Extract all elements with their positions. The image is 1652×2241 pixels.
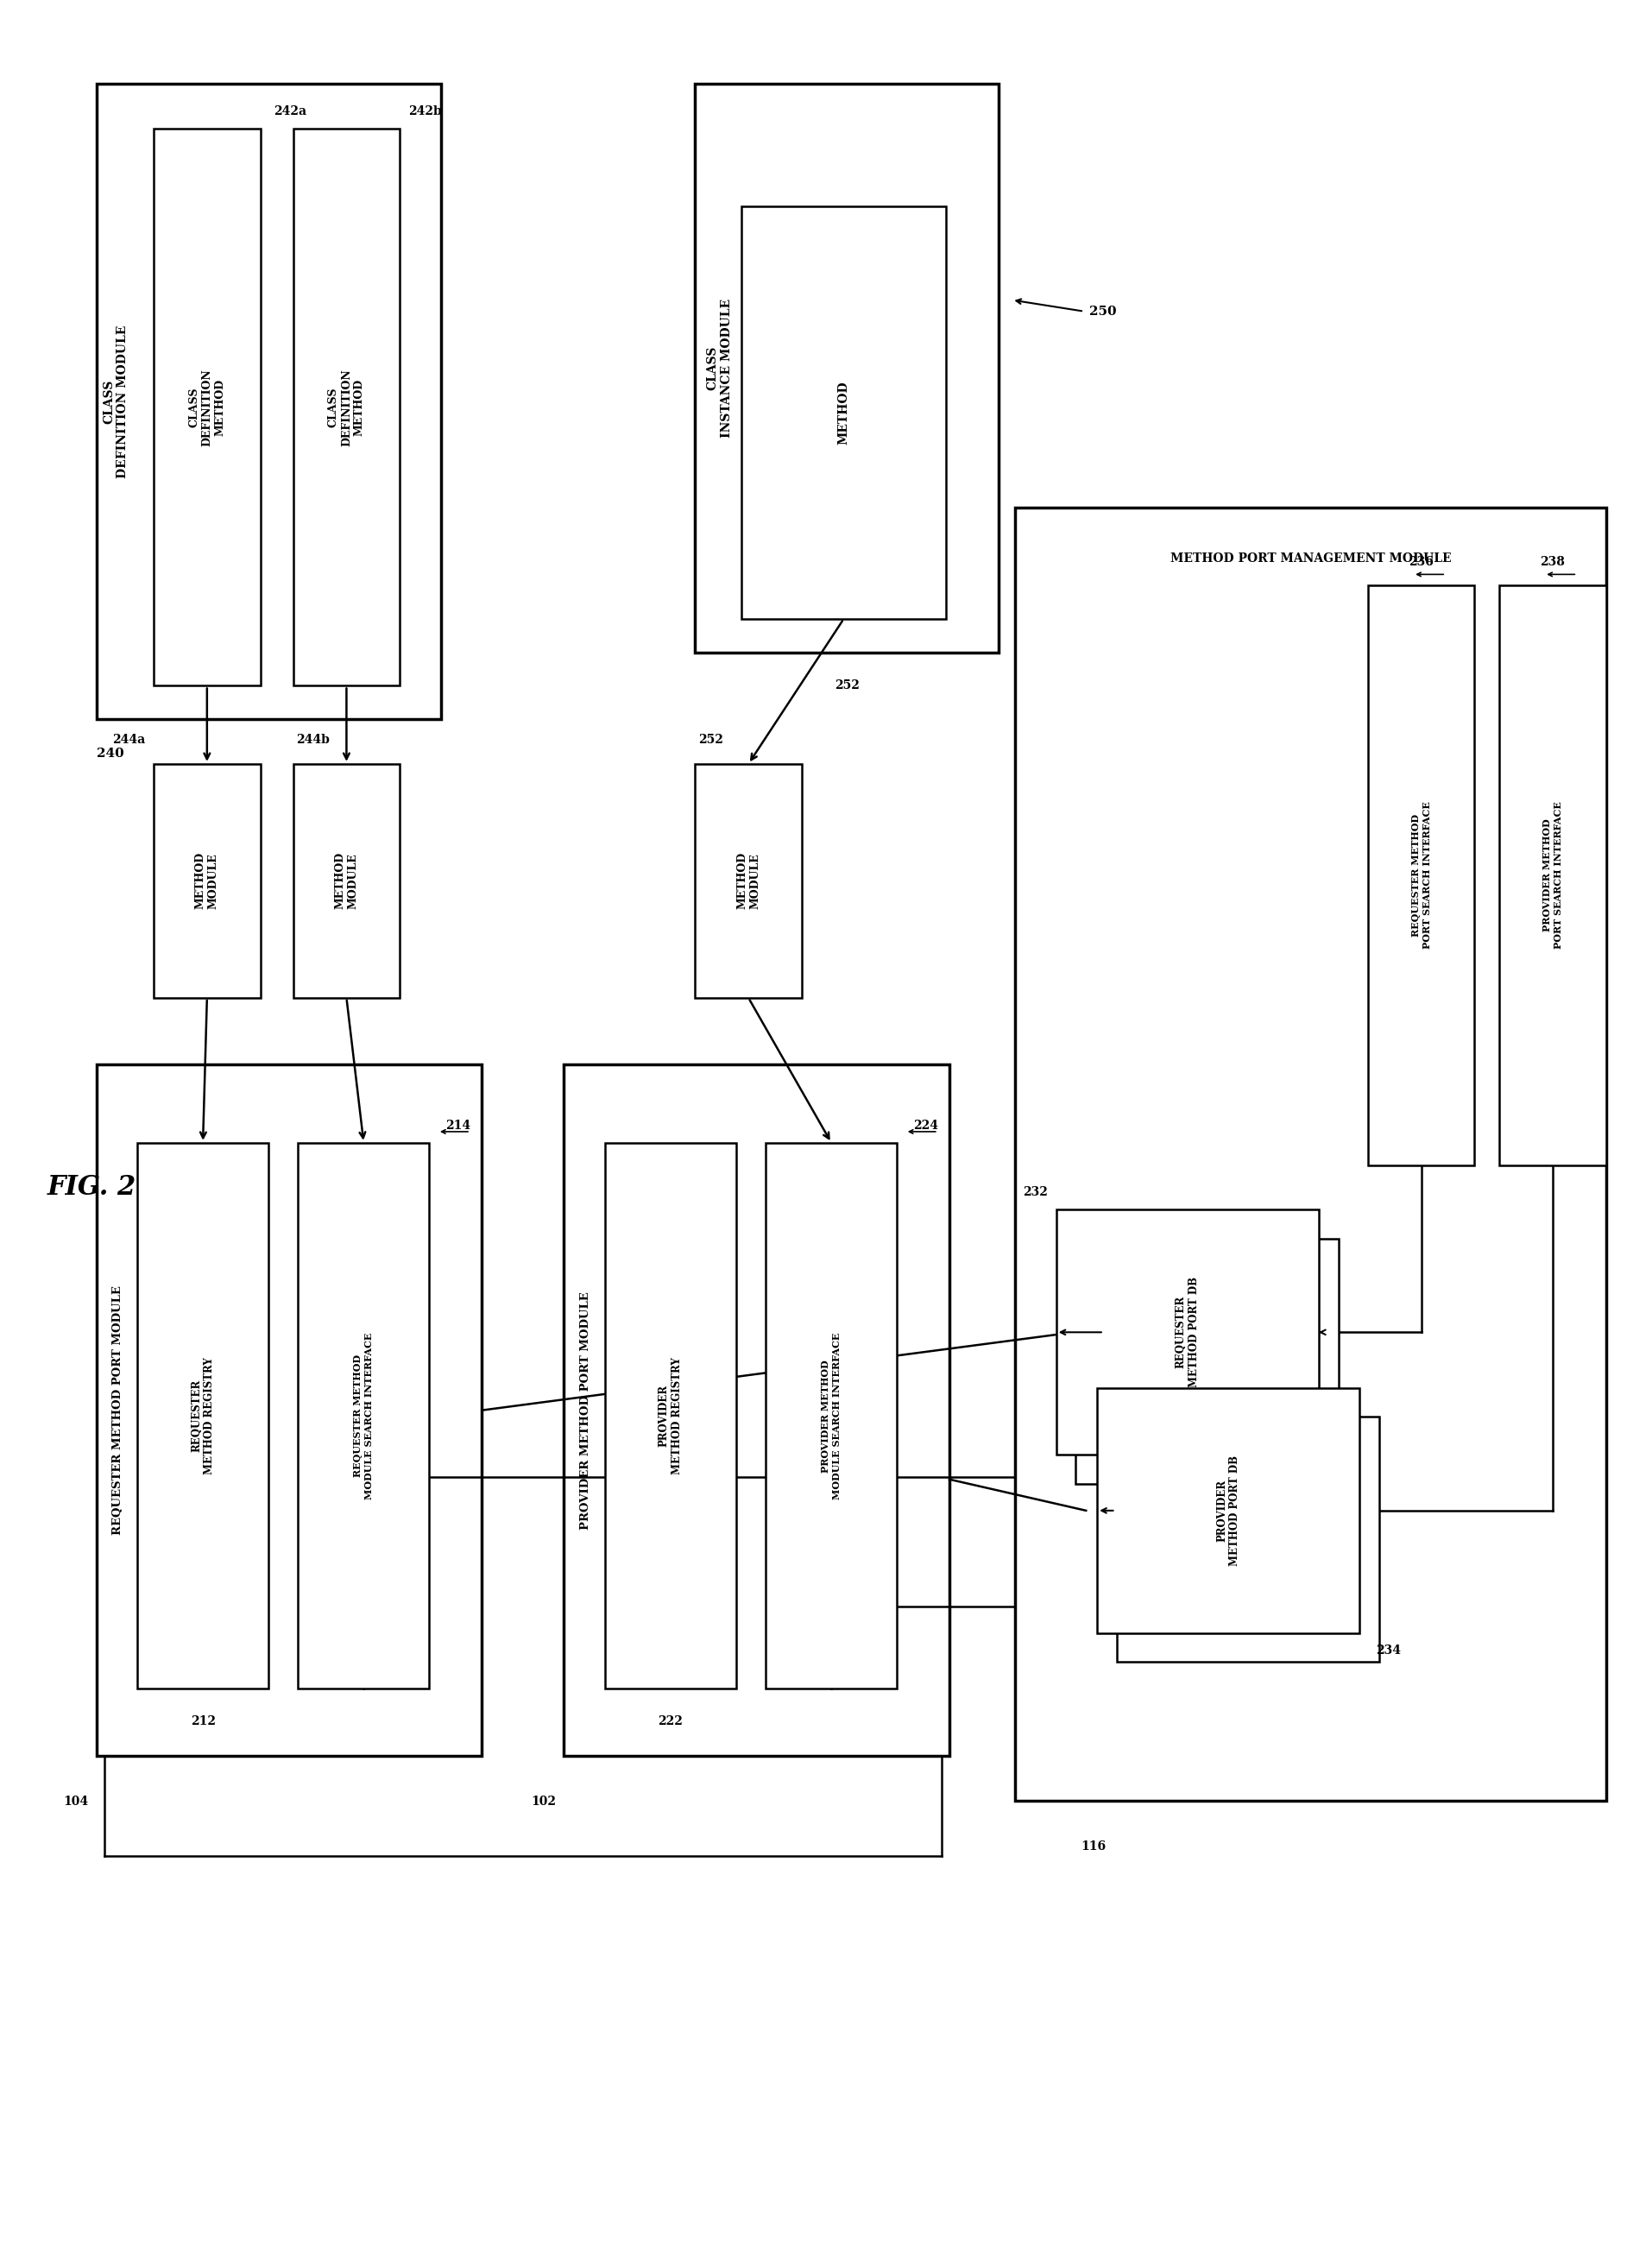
Text: 232: 232 — [1023, 1185, 1047, 1199]
FancyBboxPatch shape — [1014, 506, 1606, 1800]
FancyBboxPatch shape — [1056, 1210, 1318, 1454]
Text: REQUESTER METHOD
PORT SEARCH INTERFACE: REQUESTER METHOD PORT SEARCH INTERFACE — [1411, 802, 1431, 948]
Text: 238: 238 — [1540, 556, 1564, 567]
FancyBboxPatch shape — [96, 83, 441, 719]
Text: 222: 222 — [657, 1717, 682, 1728]
Text: 252: 252 — [699, 735, 724, 746]
Text: CLASS
DEFINITION
METHOD: CLASS DEFINITION METHOD — [188, 368, 225, 446]
Text: METHOD: METHOD — [838, 381, 849, 444]
Text: PROVIDER METHOD
PORT SEARCH INTERFACE: PROVIDER METHOD PORT SEARCH INTERFACE — [1541, 802, 1563, 948]
FancyBboxPatch shape — [695, 764, 801, 997]
Text: 244a: 244a — [112, 735, 145, 746]
Text: METHOD
MODULE: METHOD MODULE — [195, 852, 220, 910]
Text: 234: 234 — [1376, 1645, 1401, 1656]
FancyBboxPatch shape — [137, 1143, 268, 1690]
Text: CLASS
DEFINITION MODULE: CLASS DEFINITION MODULE — [102, 325, 129, 477]
FancyBboxPatch shape — [154, 764, 261, 997]
Text: METHOD PORT MANAGEMENT MODULE: METHOD PORT MANAGEMENT MODULE — [1170, 551, 1450, 565]
Text: 102: 102 — [530, 1795, 555, 1808]
Text: 242a: 242a — [273, 105, 306, 117]
FancyBboxPatch shape — [154, 128, 261, 686]
Text: 104: 104 — [63, 1795, 88, 1808]
Text: PROVIDER METHOD
MODULE SEARCH INTERFACE: PROVIDER METHOD MODULE SEARCH INTERFACE — [821, 1333, 841, 1499]
FancyBboxPatch shape — [695, 83, 998, 652]
Text: 240: 240 — [96, 746, 124, 760]
Text: 224: 224 — [914, 1120, 938, 1132]
FancyBboxPatch shape — [1368, 585, 1474, 1165]
Text: FIG. 2: FIG. 2 — [46, 1174, 135, 1201]
Text: CLASS
INSTANCE MODULE: CLASS INSTANCE MODULE — [707, 298, 732, 437]
Text: 214: 214 — [446, 1120, 471, 1132]
Text: 250: 250 — [1089, 305, 1115, 318]
FancyBboxPatch shape — [1075, 1239, 1338, 1484]
Text: 244b: 244b — [296, 735, 330, 746]
Text: 116: 116 — [1080, 1840, 1105, 1853]
Text: REQUESTER
METHOD REGISTRY: REQUESTER METHOD REGISTRY — [190, 1358, 215, 1475]
FancyBboxPatch shape — [740, 206, 945, 619]
Text: METHOD
MODULE: METHOD MODULE — [334, 852, 358, 910]
Text: 236: 236 — [1408, 556, 1432, 567]
FancyBboxPatch shape — [292, 128, 400, 686]
Text: 242b: 242b — [408, 105, 441, 117]
FancyBboxPatch shape — [765, 1143, 897, 1690]
FancyBboxPatch shape — [563, 1064, 948, 1755]
FancyBboxPatch shape — [1117, 1416, 1379, 1663]
FancyBboxPatch shape — [292, 764, 400, 997]
Text: PROVIDER
METHOD PORT DB: PROVIDER METHOD PORT DB — [1216, 1454, 1241, 1566]
Text: REQUESTER METHOD PORT MODULE: REQUESTER METHOD PORT MODULE — [112, 1286, 124, 1535]
Text: REQUESTER
METHOD PORT DB: REQUESTER METHOD PORT DB — [1175, 1277, 1199, 1387]
Text: PROVIDER METHOD PORT MODULE: PROVIDER METHOD PORT MODULE — [580, 1291, 590, 1528]
Text: 252: 252 — [834, 679, 859, 690]
FancyBboxPatch shape — [297, 1143, 430, 1690]
Text: METHOD
MODULE: METHOD MODULE — [737, 852, 760, 910]
Text: CLASS
DEFINITION
METHOD: CLASS DEFINITION METHOD — [327, 368, 365, 446]
Text: 212: 212 — [190, 1717, 215, 1728]
FancyBboxPatch shape — [1498, 585, 1606, 1165]
Text: PROVIDER
METHOD REGISTRY: PROVIDER METHOD REGISTRY — [657, 1358, 682, 1475]
FancyBboxPatch shape — [605, 1143, 735, 1690]
Text: REQUESTER METHOD
MODULE SEARCH INTERFACE: REQUESTER METHOD MODULE SEARCH INTERFACE — [354, 1333, 373, 1499]
FancyBboxPatch shape — [1097, 1387, 1360, 1634]
FancyBboxPatch shape — [96, 1064, 482, 1755]
